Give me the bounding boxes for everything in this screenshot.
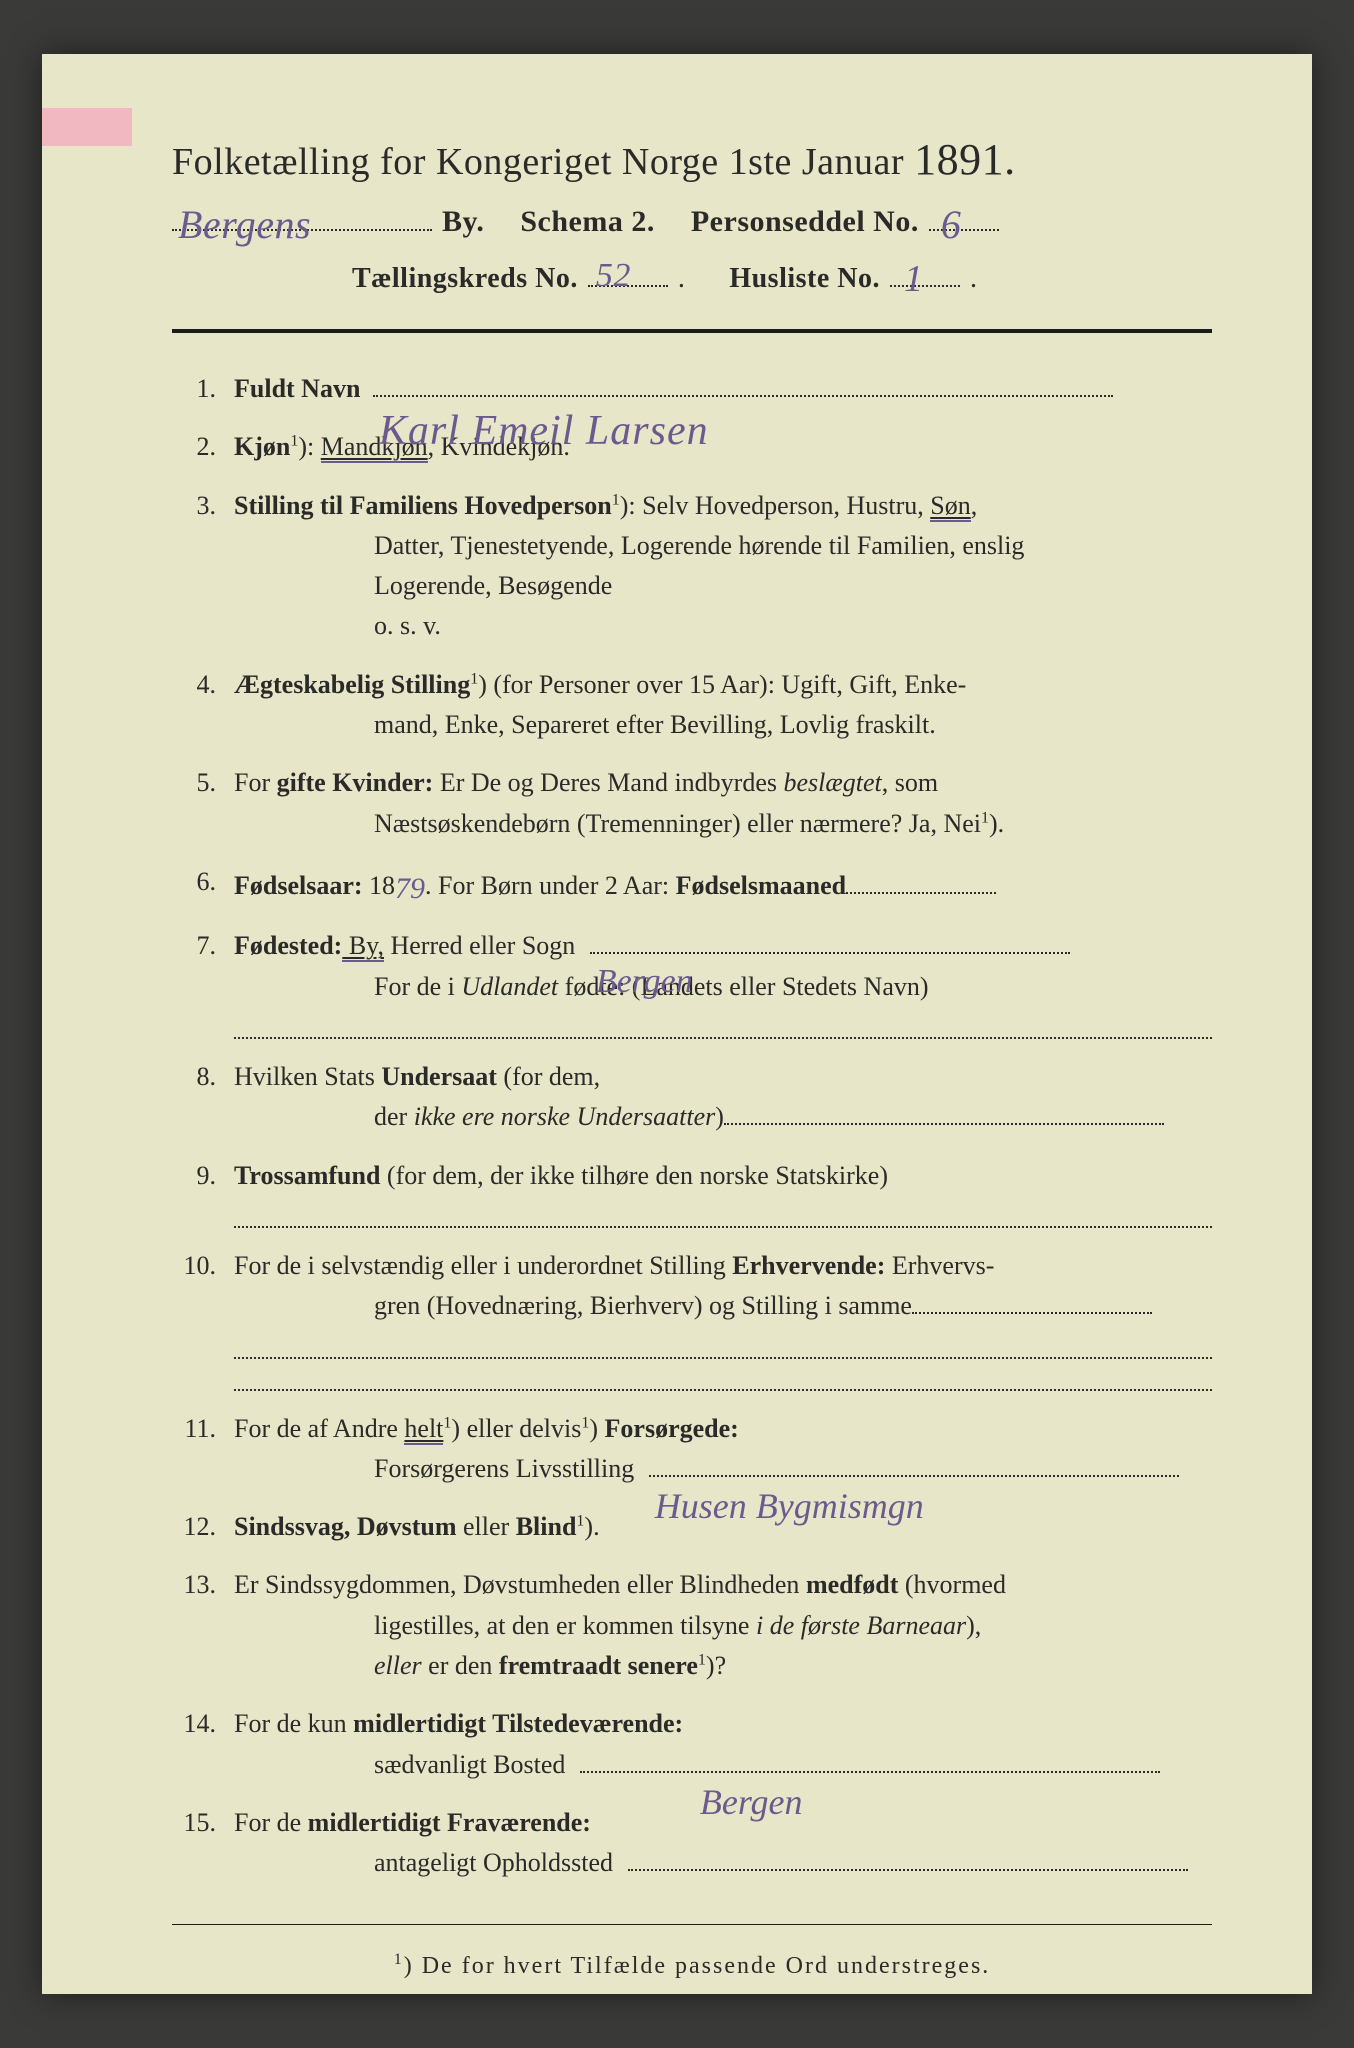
item-11: 11. For de af Andre helt1) eller delvis1… [172,1409,1212,1490]
pink-archive-tab [42,108,132,146]
title-year: 1891. [914,135,1016,184]
item-15-num: 15. [172,1803,234,1884]
absent-slot [628,1869,1188,1871]
item-4: 4. Ægteskabelig Stilling1) (for Personer… [172,665,1212,746]
item-9-blank [234,1204,1212,1228]
item-3-num: 3. [172,486,234,647]
item-3: 3. Stilling til Familiens Hovedperson1):… [172,486,1212,647]
birthplace-slot: Bergen [590,952,1070,954]
birthyear-hand: 79 [395,872,425,905]
item-11-label: Forsørgede: [605,1414,739,1443]
tkreds-no: 52 [596,257,631,287]
item-7-label: Fødested: [234,931,342,960]
header-line-3: Tællingskreds No. 52 . Husliste No. 1 . [352,253,1212,295]
form-header: Folketælling for Kongeriget Norge 1ste J… [172,134,1212,295]
husliste-label: Husliste No. [729,263,880,295]
tkreds-label: Tællingskreds No. [352,263,578,295]
heavy-rule [172,329,1212,333]
item-8-label: Undersaat [381,1062,497,1091]
personseddel-no: 6 [941,201,962,231]
item-10-blank1 [234,1335,1212,1359]
item-13-label: medfødt [806,1570,898,1599]
thin-rule [172,1924,1212,1925]
title-line: Folketælling for Kongeriget Norge 1ste J… [172,134,1212,185]
item-9-label: Trossamfund [234,1161,380,1190]
item-3-label: Stilling til Familiens Hovedperson [234,491,612,520]
item-2-label: Kjøn [234,432,290,461]
item-13: 13. Er Sindssygdommen, Døvstumheden elle… [172,1565,1212,1686]
item-6: 6. Fødselsaar: 1879. For Børn under 2 Aa… [172,862,1212,909]
item-1-num: 1. [172,369,234,409]
item-6-num: 6. [172,862,234,909]
item-10-label: Erhvervende: [732,1251,885,1280]
schema-label: Schema 2. [520,205,655,239]
item-14-num: 14. [172,1704,234,1785]
tkreds-slot: 52 [588,253,668,287]
relation-son: Søn [930,491,970,522]
title-text: Folketælling for Kongeriget Norge 1ste J… [172,141,904,183]
residence-slot: Bergen [580,1771,1160,1773]
husliste-slot: 1 [890,253,960,287]
item-12-label: Sindssvag, Døvstum [234,1512,457,1541]
item-14-label: midlertidigt Tilstedeværende: [353,1709,683,1738]
item-9: 9. Trossamfund (for dem, der ikke tilhør… [172,1156,1212,1228]
census-form-page: Folketælling for Kongeriget Norge 1ste J… [42,54,1312,1994]
footnote: 1) De for hvert Tilfælde passende Ord un… [172,1951,1212,1980]
item-15-label: midlertidigt Fraværende: [308,1808,591,1837]
item-11-num: 11. [172,1409,234,1490]
item-5-label: gifte Kvinder: [277,768,434,797]
item-13-num: 13. [172,1565,234,1686]
item-9-num: 9. [172,1156,234,1228]
item-10-blank2 [234,1367,1212,1391]
form-items: 1. Fuldt Navn Karl Emeil Larsen 2. Kjøn1… [172,369,1212,1884]
item-7: 7. Fødested: By, Herred eller Sogn Berge… [172,926,1212,1039]
provider-slot: Husen Bygmismgn [649,1475,1179,1477]
item-8: 8. Hvilken Stats Undersaat (for dem, der… [172,1057,1212,1138]
item-4-num: 4. [172,665,234,746]
city-slot: Bergens [172,197,432,231]
item-14: 14. For de kun midlertidigt Tilstedevære… [172,1704,1212,1785]
personseddel-label: Personseddel No. [691,205,919,239]
item-1-label: Fuldt Navn [234,374,360,403]
husliste-no: 1 [904,257,924,287]
item-12-num: 12. [172,1507,234,1547]
fullname-slot: Karl Emeil Larsen [373,395,1113,397]
item-10: 10. For de i selvstændig eller i underor… [172,1246,1212,1391]
item-7-blank [234,1015,1212,1039]
item-8-num: 8. [172,1057,234,1138]
city-handwritten: Bergens [178,201,311,231]
item-10-num: 10. [172,1246,234,1391]
item-15: 15. For de midlertidigt Fraværende: anta… [172,1803,1212,1884]
item-1: 1. Fuldt Navn Karl Emeil Larsen [172,369,1212,409]
item-5: 5. For gifte Kvinder: Er De og Deres Man… [172,763,1212,844]
header-line-2: Bergens By. Schema 2. Personseddel No. 6 [172,197,1212,239]
item-6-label: Fødselsaar: [234,871,363,900]
item-4-label: Ægteskabelig Stilling [234,670,470,699]
by-label: By. [442,205,484,239]
item-2-num: 2. [172,427,234,467]
item-5-num: 5. [172,763,234,844]
personseddel-no-slot: 6 [929,197,999,231]
item-7-num: 7. [172,926,234,1039]
